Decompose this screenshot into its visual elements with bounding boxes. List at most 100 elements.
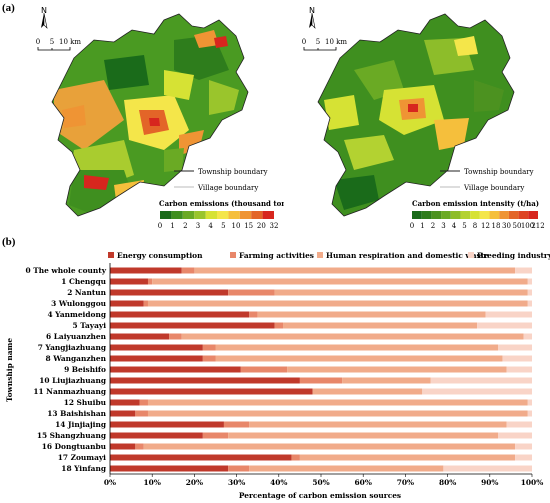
bar-segment — [202, 355, 216, 362]
colorbar-swatch — [489, 211, 500, 219]
category-label: 13 Baishishan — [47, 409, 106, 418]
svg-text:10 km: 10 km — [325, 38, 347, 46]
bar-segment — [215, 344, 499, 351]
colorbar-tick-label: 2 — [183, 222, 187, 230]
bar-segment — [249, 311, 258, 318]
legend-entry: Energy consumption — [117, 251, 203, 260]
bar-segment — [110, 465, 229, 472]
colorbar-tick-label: 1 — [420, 222, 424, 230]
bar-segment — [139, 399, 148, 406]
category-label: 10 Liujiazhuang — [39, 376, 106, 385]
bar-segment — [110, 344, 203, 351]
colorbar-swatch — [528, 211, 538, 219]
colorbar-swatch — [412, 211, 422, 219]
bar-segment — [257, 311, 486, 318]
colorbar-tick-label: 5 — [462, 222, 466, 230]
category-label: 0 The whole county — [26, 266, 107, 275]
bar-segment — [240, 366, 288, 373]
bar-segment — [110, 410, 136, 417]
bar-segment — [110, 278, 148, 285]
bar-segment — [443, 465, 532, 472]
colorbar-swatch — [421, 211, 432, 219]
bar-segment — [527, 278, 532, 285]
bar-segment — [110, 377, 300, 384]
x-tick-label: 50% — [312, 478, 329, 487]
colorbar-tick-label: 1 — [170, 222, 174, 230]
colorbar-tick-label: 8 — [473, 222, 477, 230]
svg-text:N: N — [309, 6, 315, 15]
category-label: 15 Shangzhuang — [37, 431, 106, 440]
x-axis-title: Percentage of carbon emission sources — [239, 491, 401, 500]
colorbar-swatch — [450, 211, 461, 219]
svg-text:5: 5 — [50, 38, 54, 46]
bar-segment — [110, 289, 229, 296]
colorbar-swatch — [479, 211, 490, 219]
bar-segment — [228, 432, 499, 439]
category-label: 3 Wulonggou — [51, 299, 106, 308]
category-label: 2 Nantun — [67, 288, 106, 297]
colorbar-tick-label: 5 — [221, 222, 225, 230]
bar-segment — [202, 432, 229, 439]
bar-segment — [147, 278, 153, 285]
bar-segment — [215, 355, 503, 362]
x-tick-label: 60% — [355, 478, 372, 487]
chart-bars: 0 The whole county 1 Chengqu 2 Nantun 3 Wul… — [26, 266, 532, 473]
category-label: 17 Zoumayi — [58, 453, 106, 462]
svg-text:0: 0 — [302, 38, 306, 46]
bar-segment — [110, 388, 313, 395]
bar-segment — [143, 300, 148, 307]
bar-segment — [147, 300, 528, 307]
legend-swatch — [468, 252, 474, 258]
bar-segment — [223, 421, 250, 428]
right-colorbar-title: Carbon emission intensity (t/ha) — [412, 199, 539, 208]
north-arrow-icon: N — [41, 6, 48, 29]
township-boundary-label: Township boundary — [198, 168, 268, 176]
chart-axes: 0% 10% 20% 30% 40% 50% 60% 70% 80% 90% 100% — [104, 263, 543, 487]
bar-segment — [515, 267, 532, 274]
bar-segment — [502, 355, 532, 362]
bar-segment — [527, 399, 532, 406]
colorbar-swatch — [182, 211, 195, 219]
colorbar-swatch — [518, 211, 529, 219]
bar-segment — [527, 289, 532, 296]
bar-segment — [506, 421, 532, 428]
y-axis-title: Township name — [5, 338, 14, 402]
township-boundary-label: Township boundary — [464, 168, 534, 176]
x-tick-label: 30% — [228, 478, 245, 487]
category-label: 4 Yanmeidong — [47, 310, 106, 319]
bar-segment — [110, 333, 170, 340]
colorbar-swatch — [441, 211, 451, 219]
category-label: 7 Yangjiazhuang — [38, 343, 106, 352]
village-boundary-label: Village boundary — [463, 184, 524, 192]
panel-b-label: (b) — [2, 236, 16, 248]
bar-segment — [498, 344, 532, 351]
bar-segment — [291, 454, 300, 461]
colorbar-tick-label: 50 — [513, 222, 522, 230]
colorbar-tick-label: 32 — [270, 222, 279, 230]
legend-swatch — [108, 252, 114, 258]
bar-segment — [506, 366, 532, 373]
bar-segment — [110, 366, 241, 373]
colorbar-swatch — [217, 211, 229, 219]
bar-segment — [527, 410, 532, 417]
x-tick-label: 70% — [397, 478, 414, 487]
x-tick-label: 90% — [481, 478, 498, 487]
category-label: 16 Dongtuanbu — [42, 442, 107, 451]
bar-segment — [135, 443, 144, 450]
svg-text:10 km: 10 km — [59, 38, 81, 46]
colorbar-swatch — [470, 211, 480, 219]
x-tick-label: 20% — [186, 478, 203, 487]
bar-segment — [143, 443, 516, 450]
bar-segment — [110, 443, 136, 450]
colorbar-tick-label: 212 — [531, 222, 544, 230]
x-tick-label: 40% — [270, 478, 287, 487]
bar-segment — [249, 421, 507, 428]
bar-segment — [485, 311, 532, 318]
bar-segment — [228, 289, 275, 296]
bar-segment — [194, 267, 516, 274]
bar-segment — [110, 399, 140, 406]
bar-segment — [147, 410, 528, 417]
scale-bar: 0 5 10 km — [36, 38, 81, 51]
colorbar-tick-label: 4 — [208, 222, 213, 230]
